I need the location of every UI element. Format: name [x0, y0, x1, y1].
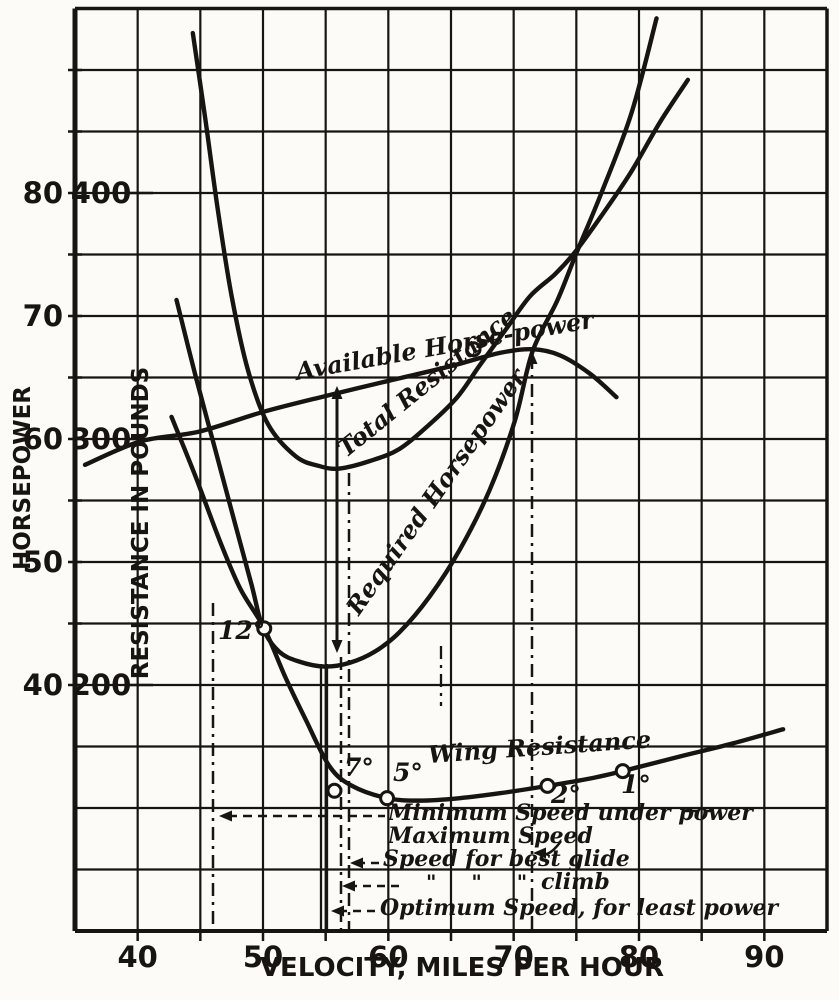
angle-label-7deg: 7°	[344, 753, 374, 782]
x-tick-label: 70	[493, 940, 533, 974]
resistance-tick-label: 200	[71, 668, 132, 702]
hp-tick-label: 70	[23, 299, 63, 333]
x-tick-label: 50	[243, 940, 283, 974]
note-ditto-marks: " " "	[426, 870, 528, 894]
note-minimum-speed: Minimum Speed under power	[388, 800, 753, 826]
arrowhead-left	[350, 857, 363, 869]
arrowhead-left	[331, 905, 344, 917]
hp-tick-label: 50	[23, 545, 63, 579]
curve-available-horse-power	[82, 346, 619, 468]
marker-circle-crossing	[465, 341, 482, 358]
resistance-tick-label: 400	[71, 176, 132, 210]
angle-label-2deg: 2°	[551, 780, 581, 809]
x-tick-label: 60	[368, 940, 408, 974]
resistance-tick-label: 300	[71, 422, 132, 456]
hp-tick-label: 40	[23, 668, 63, 702]
resistance-axis-title: RESISTANCE IN POUNDS	[128, 366, 154, 680]
x-tick-label: 80	[619, 940, 659, 974]
arrowhead-left	[533, 847, 546, 859]
note-best-climb: climb	[541, 869, 610, 895]
angle-label-1deg: 1°	[621, 770, 651, 799]
marker-circle-12deg	[256, 620, 273, 637]
angle-label-12deg: 12°	[218, 616, 266, 645]
x-tick-label: 40	[117, 940, 157, 974]
angle-label-5deg: 5°	[393, 758, 423, 787]
arrowhead-left	[219, 810, 232, 822]
hp-tick-label: 60	[23, 422, 63, 456]
note-best-glide: Speed for best glide	[383, 846, 630, 872]
x-tick-label: 90	[744, 940, 784, 974]
note-maximum-speed: Maximum Speed	[388, 823, 593, 849]
hp-tick-label: 80	[23, 176, 63, 210]
note-optimum-speed: Optimum Speed, for least power	[380, 895, 779, 921]
marker-circle-1deg	[614, 763, 631, 780]
marker-circle-7deg	[326, 782, 343, 799]
curve-required-horsepower	[174, 16, 659, 669]
arrowhead-left	[342, 880, 355, 892]
marker-circle-5deg	[379, 790, 396, 807]
x-axis-title: VELOCITY, MILES PER HOUR	[259, 953, 665, 983]
curve-total-resistance	[190, 30, 691, 471]
arrowhead-down	[331, 640, 343, 653]
marker-circle-2deg	[539, 777, 556, 794]
horsepower-axis-title: HORSEPOWER	[10, 386, 36, 570]
